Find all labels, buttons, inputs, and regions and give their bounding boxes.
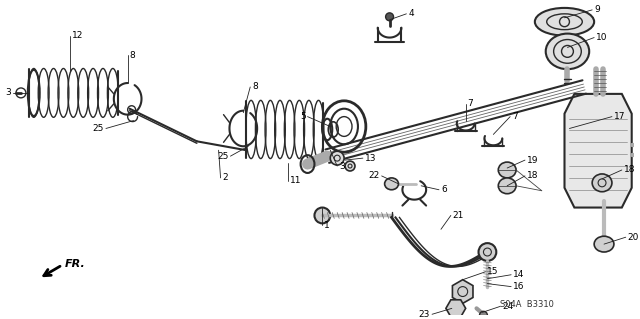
Text: 9: 9: [594, 5, 600, 14]
Ellipse shape: [594, 236, 614, 252]
Text: 7: 7: [512, 112, 518, 121]
Text: 21: 21: [453, 211, 464, 220]
Text: 19: 19: [527, 156, 538, 165]
Circle shape: [479, 311, 488, 319]
Text: 22: 22: [369, 171, 380, 181]
Text: 20: 20: [628, 233, 639, 242]
Text: 24: 24: [502, 302, 513, 311]
Polygon shape: [564, 94, 632, 208]
Ellipse shape: [546, 33, 589, 69]
Text: 6: 6: [441, 185, 447, 194]
Circle shape: [386, 13, 394, 21]
Text: 16: 16: [513, 282, 525, 291]
Ellipse shape: [499, 162, 516, 178]
Circle shape: [314, 208, 330, 223]
Text: 18: 18: [624, 166, 636, 174]
Text: 3: 3: [339, 161, 345, 171]
Text: 8: 8: [252, 83, 258, 92]
Circle shape: [345, 161, 355, 171]
Ellipse shape: [535, 8, 594, 36]
Text: 25: 25: [93, 124, 104, 133]
Text: FR.: FR.: [65, 259, 85, 269]
Text: 10: 10: [596, 33, 607, 42]
Text: 2: 2: [223, 174, 228, 182]
Text: 11: 11: [290, 176, 301, 185]
Text: 13: 13: [365, 154, 376, 163]
Circle shape: [330, 151, 344, 165]
Text: 14: 14: [513, 270, 525, 279]
Text: 7: 7: [468, 99, 474, 108]
Text: 25: 25: [217, 152, 228, 161]
Text: 8: 8: [130, 51, 136, 60]
Text: 23: 23: [419, 310, 430, 319]
Text: 5: 5: [300, 112, 305, 121]
Text: 18: 18: [527, 171, 538, 181]
Ellipse shape: [499, 178, 516, 194]
Text: 12: 12: [72, 31, 84, 40]
Ellipse shape: [592, 174, 612, 192]
Circle shape: [479, 243, 496, 261]
Ellipse shape: [385, 178, 399, 190]
Text: 3: 3: [5, 88, 11, 97]
Text: 17: 17: [614, 112, 625, 121]
Text: 1: 1: [324, 221, 330, 230]
Text: 15: 15: [488, 267, 499, 276]
Text: 4: 4: [408, 9, 414, 18]
Text: S04A  B3310: S04A B3310: [500, 300, 554, 309]
